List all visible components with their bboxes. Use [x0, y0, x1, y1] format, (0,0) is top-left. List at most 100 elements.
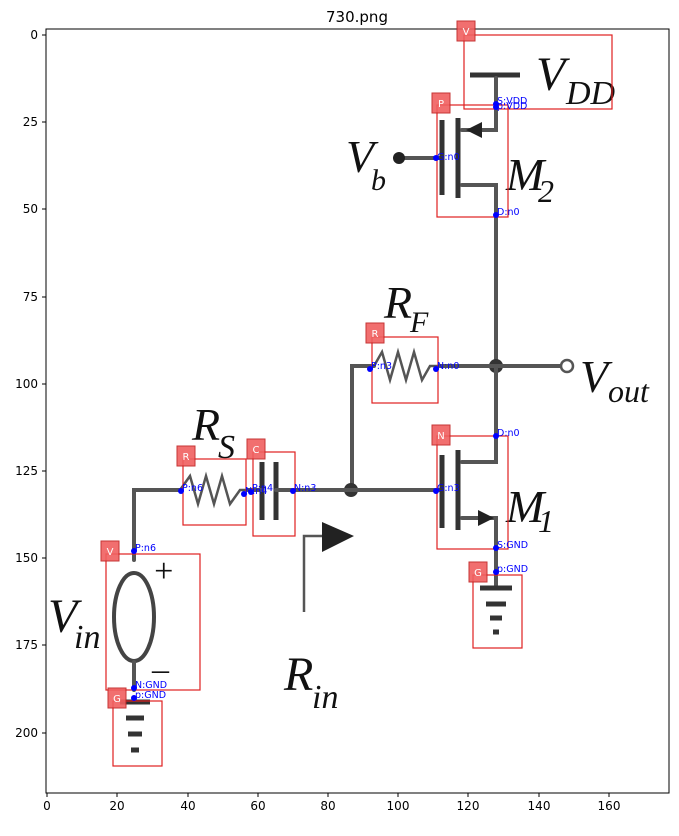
x-tick: 140 [528, 793, 551, 813]
svg-text:P:n6: P:n6 [135, 543, 156, 554]
y-tick: 200 [15, 726, 46, 740]
detection-boxes: V P R N R C V [100, 20, 613, 767]
x-tick-label: 20 [109, 799, 124, 813]
pin-marker: G:n0 [433, 152, 460, 163]
svg-text:p:VDD: p:VDD [497, 101, 527, 112]
pin-marker: P:n4 [248, 483, 273, 495]
pin-marker: D:n0 [493, 428, 520, 439]
svg-text:b: b [371, 164, 386, 197]
nmos-m1-symbol [439, 434, 498, 550]
wire-rs-vin [132, 488, 182, 562]
vin-minus-sign: – [151, 651, 170, 688]
pin-marker: N:n3 [290, 483, 316, 494]
svg-text:G:n0: G:n0 [437, 152, 460, 163]
detection-pmos-m2: P [431, 92, 509, 218]
svg-text:D:n0: D:n0 [497, 207, 520, 218]
svg-text:N:GND: N:GND [135, 680, 167, 691]
y-tick-label: 50 [23, 202, 38, 216]
rin-arrow-icon [322, 522, 354, 552]
x-tick-label: 120 [457, 799, 480, 813]
y-tick-label: 25 [23, 115, 38, 129]
vin-plus-sign: + [152, 553, 175, 590]
pmos-m2-symbol [393, 103, 498, 217]
svg-text:P:n3: P:n3 [371, 361, 392, 372]
svg-text:V: V [580, 351, 613, 402]
x-tick: 100 [387, 793, 410, 813]
svg-text:D:n0: D:n0 [497, 428, 520, 439]
svg-text:R: R [372, 329, 379, 340]
x-tick: 80 [320, 793, 336, 813]
svg-text:M: M [505, 481, 547, 532]
x-tick-label: 0 [43, 799, 51, 813]
x-tick: 40 [180, 793, 196, 813]
y-axis: 0 25 50 75 100 125 150 175 200 [15, 28, 46, 740]
figure-title: 730.png [326, 8, 388, 26]
x-tick-label: 160 [598, 799, 621, 813]
svg-text:R: R [383, 277, 412, 328]
x-tick-label: 80 [320, 799, 335, 813]
svg-text:P:n6: P:n6 [182, 483, 203, 494]
y-tick: 75 [23, 290, 46, 304]
svg-text:p:GND: p:GND [135, 690, 166, 701]
svg-text:in: in [74, 619, 100, 656]
label-vb: V b [346, 131, 386, 197]
y-tick: 150 [15, 551, 46, 565]
label-rf: R F [383, 277, 429, 339]
svg-text:2: 2 [538, 173, 554, 209]
rin-arrow-stem [302, 534, 324, 612]
ground-right-symbol [480, 585, 512, 635]
y-tick-label: 75 [23, 290, 38, 304]
x-tick: 20 [109, 793, 125, 813]
pin-marker: D:n0 [493, 207, 520, 218]
plot-frame [45, 28, 670, 794]
pmos-arrow-icon [466, 122, 482, 138]
pin-marker: N:GND [131, 680, 167, 691]
circuit-schematic: V DD V b M 2 R F V out R S M 1 V in [48, 48, 650, 753]
svg-text:V: V [48, 590, 82, 643]
y-tick: 50 [23, 202, 46, 216]
y-tick-label: 200 [15, 726, 38, 740]
label-m1: M 1 [505, 481, 554, 539]
svg-text:N: N [437, 431, 444, 442]
svg-text:V: V [346, 131, 379, 182]
svg-text:S: S [218, 429, 235, 466]
y-tick: 25 [23, 115, 46, 129]
svg-text:DD: DD [565, 75, 616, 112]
pin-marker: G:n3 [433, 483, 460, 494]
svg-text:G: G [113, 694, 121, 705]
pin-marker: S:GND [493, 540, 528, 551]
svg-text:M: M [505, 149, 547, 200]
svg-text:G: G [474, 568, 482, 579]
label-vout: V out [580, 351, 650, 409]
svg-text:N:n4: N:n4 [245, 486, 267, 497]
pin-marker: p:GND [131, 690, 166, 701]
svg-text:P: P [438, 99, 444, 110]
x-tick-label: 100 [387, 799, 410, 813]
svg-text:1: 1 [538, 503, 554, 539]
svg-text:V: V [463, 27, 470, 38]
x-tick: 60 [250, 793, 266, 813]
pin-marker: N:n4 [241, 486, 267, 497]
y-tick: 125 [15, 464, 46, 478]
svg-text:N:n0: N:n0 [437, 361, 459, 372]
svg-text:out: out [608, 373, 650, 409]
label-vin: V in [48, 590, 100, 656]
svg-text:G:n3: G:n3 [437, 483, 460, 494]
svg-text:P:n4: P:n4 [252, 483, 273, 494]
svg-text:C: C [253, 445, 260, 456]
svg-text:R: R [183, 452, 190, 463]
x-tick: 120 [457, 793, 480, 813]
y-tick-label: 100 [15, 377, 38, 391]
nmos-arrow-icon [478, 510, 494, 526]
pin-marker: p:GND [493, 564, 528, 575]
wire-rf-left [350, 364, 376, 492]
y-tick: 175 [15, 638, 46, 652]
label-vdd: V DD [536, 48, 616, 112]
y-tick-label: 175 [15, 638, 38, 652]
pin-marker: P:n3 [367, 361, 392, 372]
x-tick-label: 140 [528, 799, 551, 813]
svg-text:S:VDD: S:VDD [497, 96, 527, 107]
detection-ground-right: G [468, 561, 523, 649]
rs-resistor-symbol [178, 471, 248, 509]
label-rin: R in [283, 648, 338, 716]
